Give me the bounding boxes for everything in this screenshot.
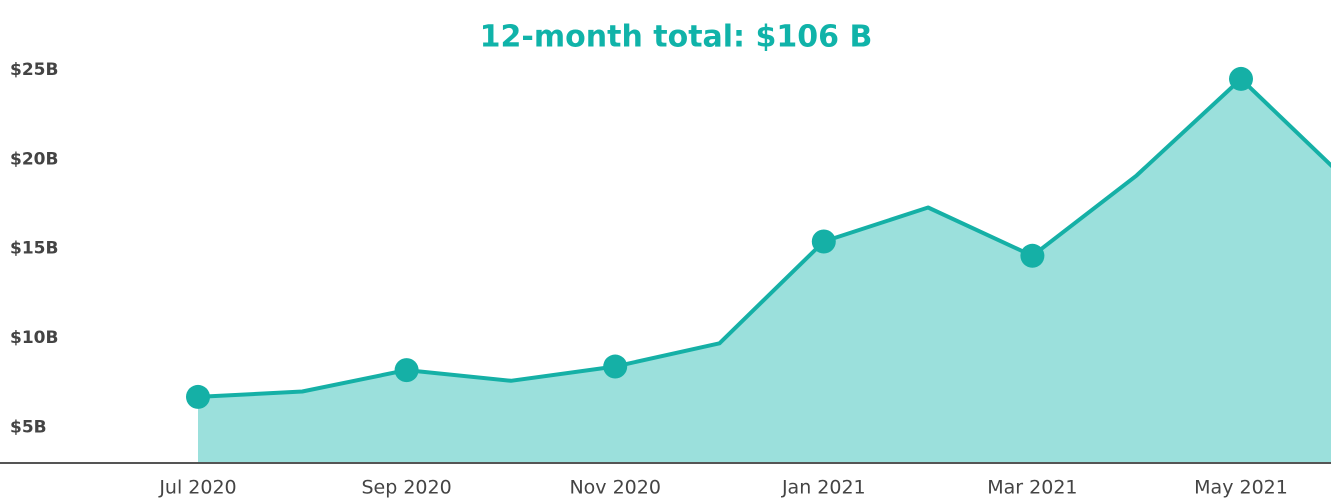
area — [198, 78, 1331, 463]
x-tick-label: Jan 2021 — [781, 477, 866, 499]
marker — [603, 354, 628, 379]
marker — [1229, 66, 1253, 91]
y-tick-label: $5B — [10, 417, 47, 437]
x-tick-label: Jul 2020 — [158, 477, 236, 499]
x-tick-label: Nov 2020 — [569, 477, 660, 499]
y-tick-label: $25B — [10, 60, 58, 80]
chart-title: 12-month total: $106 B — [480, 20, 873, 55]
x-tick-label: Mar 2021 — [987, 477, 1077, 499]
marker — [1020, 243, 1045, 268]
y-tick-label: $15B — [10, 239, 58, 259]
line — [197, 76, 1331, 399]
x-tick-label: Sep 2020 — [361, 477, 451, 499]
marker — [394, 358, 419, 383]
marker — [186, 384, 210, 409]
y-tick-label: $20B — [10, 149, 58, 169]
x-tick-label: May 2021 — [1194, 477, 1288, 499]
y-tick-label: $10B — [10, 328, 58, 348]
marker — [811, 229, 836, 254]
